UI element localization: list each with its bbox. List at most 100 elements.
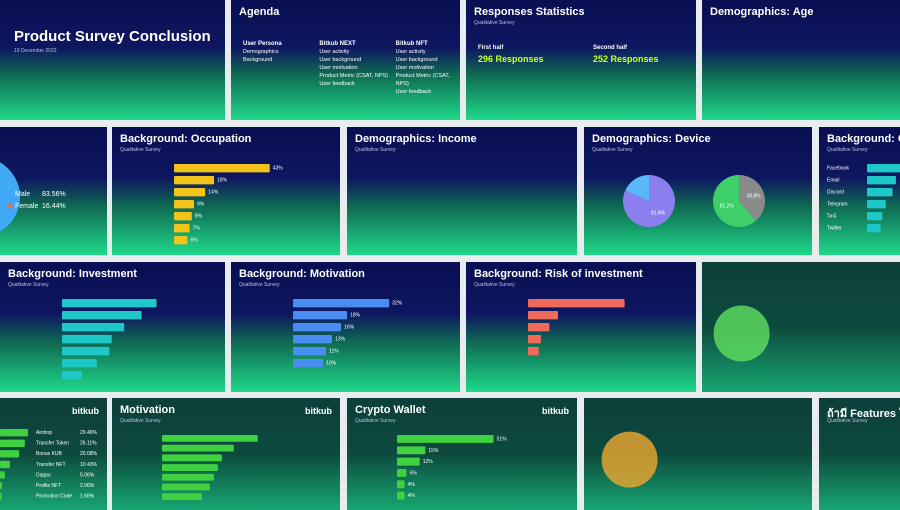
slide-subtitle: Qualitative Survey [474,20,515,26]
bar-label: Transfer Token [36,441,69,447]
column: Second half 252 Responses [593,44,659,66]
slice-label: 38.8% [746,193,761,199]
value-label: 8% [195,214,203,220]
slide: Responses Statistics Qualitative Survey Fi… [466,0,696,120]
value-label: 1.68% [80,494,95,500]
bar [397,480,405,489]
slide: Background: Risk of investment Qualitativ… [466,262,696,392]
column-heading: Bitkub NFT [395,41,428,47]
bar [867,224,881,233]
legend-label: Male [15,191,30,198]
bar [0,492,2,500]
slice-label: 61.2% [720,203,735,209]
value-label: 51% [497,436,508,442]
column-heading: Second half [593,45,628,51]
slide-subtitle: 19 December 2022 [14,48,57,54]
bar [867,164,900,173]
column-heading: First half [478,45,504,51]
bar [62,335,112,344]
column: User Persona Demographics Background [243,40,282,64]
column-item: User feedback [395,89,432,95]
bar [162,464,218,471]
bar [0,471,5,479]
value-label: 18% [350,313,361,319]
legend-value: 83.56% [42,191,66,198]
slide-graphics: Facebook Email Discord Telegram ไลน์ Twitter [826,164,900,233]
bar-label: Twitter [827,226,842,232]
bar [174,200,195,209]
slide [702,262,900,392]
bar [397,457,420,466]
bar [0,429,28,437]
bar [528,323,550,332]
bar [397,491,405,500]
column-item: 296 Responses [478,54,544,64]
slide: Motivation Qualitative Survey bitkub [112,398,340,510]
value-label: 14% [208,190,219,196]
slide-title: Product Survey Conclusion [14,28,211,45]
slide-subtitle: Qualitative Survey [827,147,868,153]
slide-subtitle: Qualitative Survey [827,418,868,424]
slide: Airdrop 29.46% Transfer Token 26.11% Bonus K… [0,398,107,510]
slide-subtitle: Qualitative Survey [239,282,280,288]
value-label: 29.46% [80,430,98,436]
column-heading: Bitkub NEXT [319,41,356,47]
bar [162,483,210,491]
bar-label: Promotion Code [36,494,72,500]
slide: Product Survey Conclusion 19 December 202… [0,0,225,120]
bar-label: Email [827,178,840,184]
slide: Demographics: Income Qualitative Survey [347,127,577,255]
column-item: Product Metric (CSAT, NPS) [319,73,388,79]
slide: Facebook Email Discord Telegram ไลน์ Twitter B… [819,127,900,255]
bar [867,200,886,209]
slide-subtitle: Qualitative Survey [474,282,515,288]
slide-graphics: 32% 18% 16% 13% 11% 10% [293,299,403,368]
bar [293,359,324,368]
bar-label: Discord [827,190,844,196]
legend-swatch [7,191,13,197]
column-item: User motivation [395,65,434,71]
column-item: Demographics [243,49,279,55]
slide-graphics [0,0,225,120]
bar [397,469,407,477]
bar [0,460,10,469]
value-label: 43% [273,166,284,172]
slide: 43% 18% 14% 9% 8% 7% 6% Background: Occupation Q… [112,127,340,255]
bar [162,473,214,481]
slide-title: Background: Risk of investment [474,268,643,280]
bar [174,212,192,221]
slide-title: Background: Investment [8,268,137,280]
slide-subtitle: Qualitative Survey [120,418,161,424]
value-label: 16% [344,325,355,331]
bar [162,444,234,452]
column-item: 252 Responses [593,54,659,64]
bar-label: Airdrop [36,430,52,436]
logo: bitkub [542,406,569,416]
bar [174,164,270,173]
slide: 32% 18% 16% 13% 11% 10% Background: Motivation… [231,262,460,392]
legend-label: Female [15,203,38,210]
bar-label: Bonus KUB [36,451,63,457]
bar [174,188,206,197]
value-label: 7% [193,226,201,232]
slide: ถ้ามี Features ใหQualitative Survey [819,398,900,510]
bar [867,212,883,221]
pie-slice [713,175,756,227]
bar [867,188,893,197]
value-label: 15% [428,448,439,454]
bar-label: Dapps [36,472,51,478]
bar [162,454,222,462]
bar [528,311,559,320]
bar [62,311,142,320]
logo: bitkub [72,406,99,416]
bar [162,493,202,501]
slide-graphics: 51% 15% 12% 5% 4% 4% [397,435,508,500]
slide-graphics [62,299,157,380]
column-item: Background [243,57,273,63]
bar [528,299,625,308]
bar-label: Facebook [827,166,849,172]
slide-title: Agenda [239,6,280,18]
bar [528,347,539,356]
column-item: User motivation [319,65,358,71]
bar [174,224,190,233]
